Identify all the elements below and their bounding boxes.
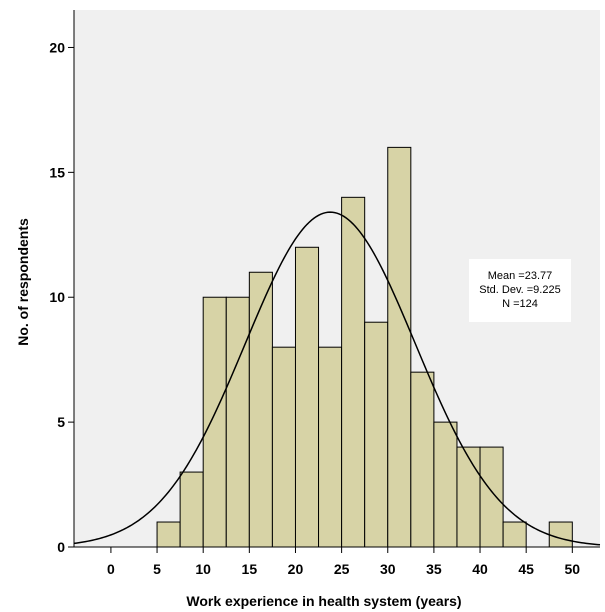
stats-n: N =124 (502, 298, 538, 310)
x-tick-label-30: 30 (380, 561, 396, 577)
y-tick-label-5: 5 (57, 414, 65, 430)
y-tick-label-20: 20 (49, 39, 65, 55)
histogram-bar-2 (202, 296, 227, 548)
histogram-bar-4 (248, 271, 273, 548)
histogram-bar-14 (479, 446, 504, 548)
y-axis-ticks: 0 5 10 15 20 (49, 39, 74, 555)
histogram-bar-5 (271, 346, 296, 548)
histogram-bar-11 (410, 371, 435, 548)
x-tick-label-25: 25 (334, 561, 350, 577)
histogram-bars (156, 146, 573, 548)
histogram-bar-7 (318, 346, 343, 548)
y-tick-label-15: 15 (49, 164, 65, 180)
stats-std-dev: Std. Dev. =9.225 (479, 284, 560, 296)
x-tick-label-40: 40 (472, 561, 488, 577)
x-tick-label-10: 10 (195, 561, 211, 577)
histogram-bar-1 (179, 471, 204, 548)
stats-box: Mean =23.77 Std. Dev. =9.225 N =124 (469, 259, 571, 322)
x-tick-label-15: 15 (242, 561, 258, 577)
x-tick-label-20: 20 (288, 561, 304, 577)
histogram-bar-3 (225, 296, 250, 548)
y-tick-label-10: 10 (49, 289, 65, 305)
x-tick-label-5: 5 (153, 561, 161, 577)
x-tick-label-45: 45 (518, 561, 534, 577)
histogram-bar-12 (433, 421, 458, 548)
histogram-bar-15 (502, 521, 527, 548)
x-tick-label-50: 50 (565, 561, 581, 577)
histogram-bar-13 (456, 446, 481, 548)
x-axis-title: Work experience in health system (years) (186, 593, 461, 609)
stats-box-background (469, 259, 571, 322)
histogram-bar-16 (548, 521, 573, 548)
histogram-bar-9 (364, 321, 389, 548)
y-tick-label-0: 0 (57, 539, 65, 555)
normal-curve (73, 211, 601, 546)
histogram-bar-0 (156, 521, 181, 548)
x-axis-ticks: 0 5 10 15 20 25 30 35 40 45 50 (107, 547, 580, 577)
stats-mean: Mean =23.77 (488, 270, 553, 282)
histogram-bar-10 (387, 146, 412, 548)
histogram-bar-6 (294, 246, 320, 548)
y-axis-title: No. of respondents (15, 218, 31, 346)
x-tick-label-0: 0 (107, 561, 115, 577)
x-tick-label-35: 35 (426, 561, 442, 577)
histogram-bar-8 (341, 196, 366, 548)
